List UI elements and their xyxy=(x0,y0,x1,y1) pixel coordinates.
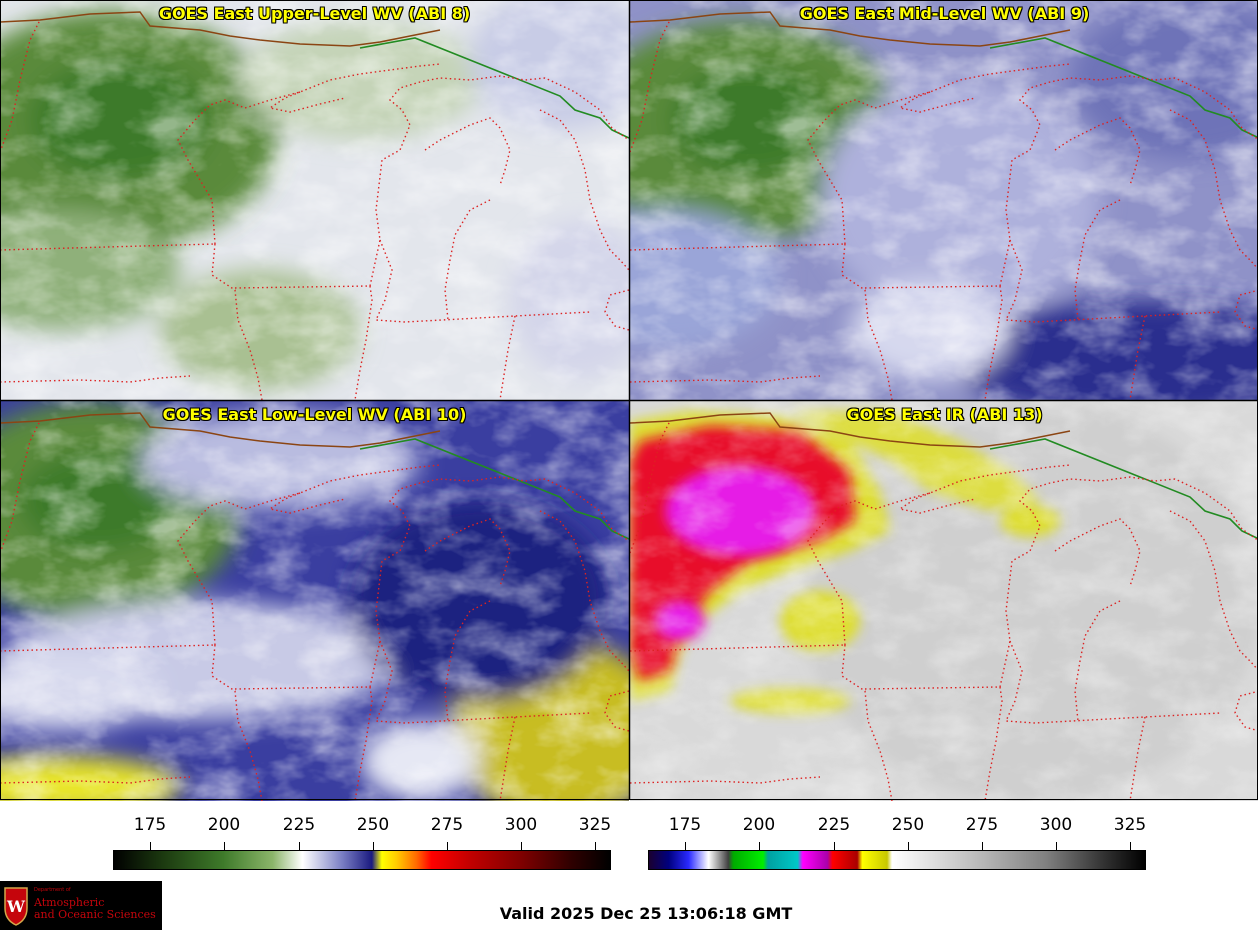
panel-title: GOES East Mid-Level WV (ABI 9) xyxy=(799,4,1090,23)
tick-label: 175 xyxy=(133,815,167,835)
tick-label: 300 xyxy=(1039,815,1073,835)
panel-mid-level-wv: GOES East Mid-Level WV (ABI 9) xyxy=(630,0,1258,400)
tick-label: 200 xyxy=(207,815,241,835)
wv-colorbar xyxy=(113,850,611,870)
wv-colorbar-ticks: 175 200 225 250 275 300 325 xyxy=(113,815,611,851)
tick-label: 250 xyxy=(356,815,390,835)
uw-crest-icon: W xyxy=(4,887,28,926)
tick-label: 225 xyxy=(282,815,316,835)
upper-level-wv-image xyxy=(0,0,629,400)
ir-image xyxy=(630,401,1258,801)
panel-title: GOES East Low-Level WV (ABI 10) xyxy=(162,405,467,424)
ir-colorbar xyxy=(648,850,1146,870)
tick-label: 250 xyxy=(891,815,925,835)
tick-label: 325 xyxy=(578,815,612,835)
panel-upper-level-wv: GOES East Upper-Level WV (ABI 8) xyxy=(0,0,629,400)
low-level-wv-image xyxy=(0,401,629,801)
tick-label: 225 xyxy=(817,815,851,835)
tick-label: 175 xyxy=(668,815,702,835)
logo-department: Department of xyxy=(34,887,71,893)
tick-label: 200 xyxy=(742,815,776,835)
mid-level-wv-image xyxy=(630,0,1258,400)
panel-ir: GOES East IR (ABI 13) xyxy=(630,401,1258,801)
panel-title: GOES East Upper-Level WV (ABI 8) xyxy=(158,4,471,23)
ir-colorbar-ticks: 175 200 225 250 275 300 325 xyxy=(648,815,1146,851)
logo-atmospheric: Atmospheric xyxy=(34,896,105,909)
tick-label: 300 xyxy=(504,815,538,835)
tick-label: 275 xyxy=(430,815,464,835)
svg-text:W: W xyxy=(6,897,26,916)
aos-logo: W Department of Atmospheric and Oceanic … xyxy=(0,881,162,930)
valid-time: Valid 2025 Dec 25 13:06:18 GMT xyxy=(499,904,793,923)
tick-label: 275 xyxy=(965,815,999,835)
tick-label: 325 xyxy=(1113,815,1147,835)
logo-oceanic-sciences: and Oceanic Sciences xyxy=(34,908,156,921)
panel-low-level-wv: GOES East Low-Level WV (ABI 10) xyxy=(0,401,629,801)
panel-title: GOES East IR (ABI 13) xyxy=(846,405,1043,424)
